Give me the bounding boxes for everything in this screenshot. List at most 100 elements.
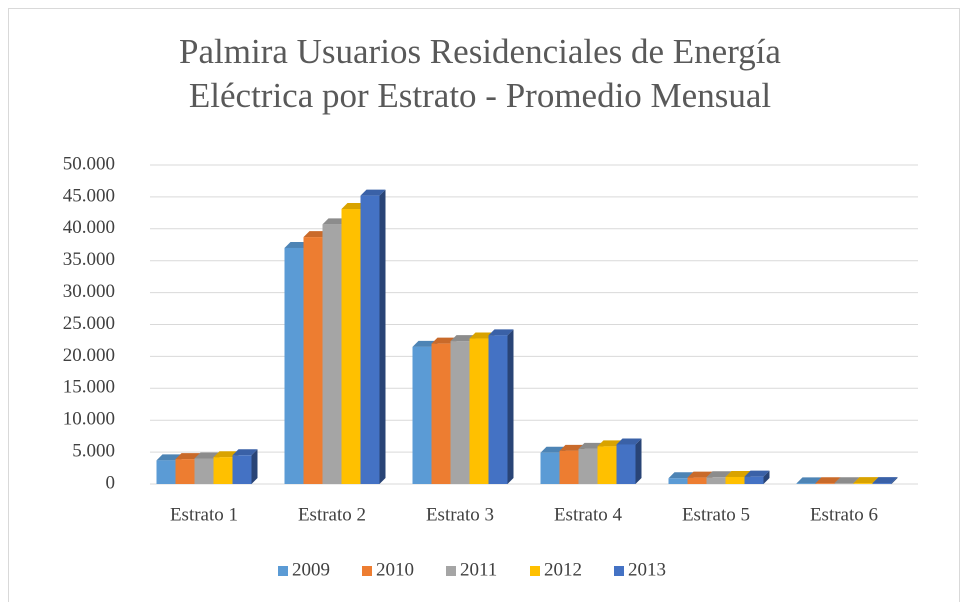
bar-top bbox=[872, 477, 898, 484]
bar-top bbox=[232, 449, 258, 456]
bar-top bbox=[194, 452, 220, 459]
bar-front bbox=[469, 338, 489, 484]
bar-front bbox=[213, 457, 233, 484]
bar-front bbox=[540, 452, 560, 484]
chart-title: Palmira Usuarios Residenciales de Energí… bbox=[179, 32, 781, 115]
bar-top bbox=[213, 451, 239, 458]
bar-top bbox=[559, 444, 585, 451]
bar-front bbox=[668, 478, 688, 484]
legend-swatch bbox=[530, 566, 540, 576]
bar-side bbox=[379, 189, 386, 484]
bar-front bbox=[488, 335, 508, 484]
bar-front bbox=[725, 476, 745, 484]
bar-top bbox=[597, 440, 623, 447]
x-tick-label: Estrato 4 bbox=[554, 504, 623, 525]
bar-front bbox=[796, 483, 816, 484]
bar-front bbox=[450, 341, 470, 484]
x-tick-label: Estrato 3 bbox=[426, 504, 494, 525]
bar-top bbox=[175, 453, 201, 460]
bar-front bbox=[431, 343, 451, 484]
bar-top bbox=[488, 329, 514, 336]
bar-top bbox=[284, 241, 310, 248]
bar-side bbox=[251, 449, 258, 484]
bar bbox=[488, 329, 514, 484]
bar-front bbox=[706, 477, 726, 484]
bar-front bbox=[597, 446, 617, 484]
bar-front bbox=[175, 459, 195, 484]
bar-front bbox=[284, 247, 304, 484]
bar bbox=[744, 470, 770, 484]
bar bbox=[616, 438, 642, 484]
bar bbox=[360, 189, 386, 484]
bar-top bbox=[668, 472, 694, 479]
bar-top bbox=[322, 218, 348, 225]
bar-side bbox=[635, 438, 642, 484]
bar-top bbox=[834, 477, 860, 484]
bar-front bbox=[232, 455, 252, 484]
bar-front bbox=[872, 483, 892, 484]
bar-top bbox=[360, 189, 386, 196]
y-tick-label: 20.000 bbox=[63, 345, 115, 366]
bar-top bbox=[412, 340, 438, 347]
bar-top bbox=[725, 470, 751, 477]
bar-front bbox=[853, 483, 873, 484]
bar-front bbox=[194, 458, 214, 484]
bar-front bbox=[303, 237, 323, 484]
bar-front bbox=[156, 460, 176, 484]
x-tick-label: Estrato 5 bbox=[682, 504, 750, 525]
x-tick-label: Estrato 6 bbox=[810, 504, 878, 525]
legend-label: 2012 bbox=[544, 559, 582, 580]
bar-front bbox=[616, 444, 636, 484]
legend-label: 2013 bbox=[628, 559, 666, 580]
bar-top bbox=[540, 446, 566, 453]
x-tick-label: Estrato 2 bbox=[298, 504, 366, 525]
y-tick-label: 40.000 bbox=[63, 217, 115, 238]
bar-front bbox=[412, 346, 432, 484]
bar-top bbox=[469, 332, 495, 339]
y-tick-label: 10.000 bbox=[63, 409, 115, 430]
y-tick-label: 45.000 bbox=[63, 185, 115, 206]
bar-side bbox=[763, 470, 770, 484]
bar-front bbox=[559, 450, 579, 484]
bar-front bbox=[360, 195, 380, 484]
bar-top bbox=[450, 335, 476, 342]
bar-top bbox=[341, 203, 367, 210]
y-tick-label: 35.000 bbox=[63, 249, 115, 270]
bar bbox=[872, 477, 898, 484]
bar-side bbox=[891, 477, 898, 484]
bar-top bbox=[578, 442, 604, 449]
bar-side bbox=[507, 329, 514, 484]
y-tick-label: 5.000 bbox=[72, 440, 115, 461]
y-tick-label: 50.000 bbox=[63, 153, 115, 174]
x-tick-label: Estrato 1 bbox=[170, 504, 238, 525]
bar-front bbox=[322, 224, 342, 485]
legend-swatch bbox=[362, 566, 372, 576]
bar-top bbox=[796, 477, 822, 484]
y-tick-label: 0 bbox=[106, 472, 116, 493]
bar-top bbox=[744, 470, 770, 477]
bar-top bbox=[853, 477, 879, 484]
bar-front bbox=[834, 483, 854, 484]
y-tick-label: 15.000 bbox=[63, 377, 115, 398]
bar-front bbox=[744, 476, 764, 484]
bar-top bbox=[303, 231, 329, 238]
legend-swatch bbox=[614, 566, 624, 576]
legend-label: 2011 bbox=[460, 559, 497, 580]
bar-front bbox=[815, 483, 835, 484]
bar-top bbox=[431, 337, 457, 344]
legend-label: 2010 bbox=[376, 559, 414, 580]
bar-top bbox=[616, 438, 642, 445]
bar-front bbox=[341, 209, 361, 484]
bar-front bbox=[578, 448, 598, 484]
bar-top bbox=[687, 471, 713, 478]
y-tick-label: 30.000 bbox=[63, 281, 115, 302]
legend-label: 2009 bbox=[292, 559, 330, 580]
bar-front bbox=[687, 477, 707, 484]
bar bbox=[232, 449, 258, 484]
bar-top bbox=[706, 471, 732, 478]
bar-top bbox=[815, 477, 841, 484]
y-tick-label: 25.000 bbox=[63, 313, 115, 334]
bar-top bbox=[156, 454, 182, 461]
